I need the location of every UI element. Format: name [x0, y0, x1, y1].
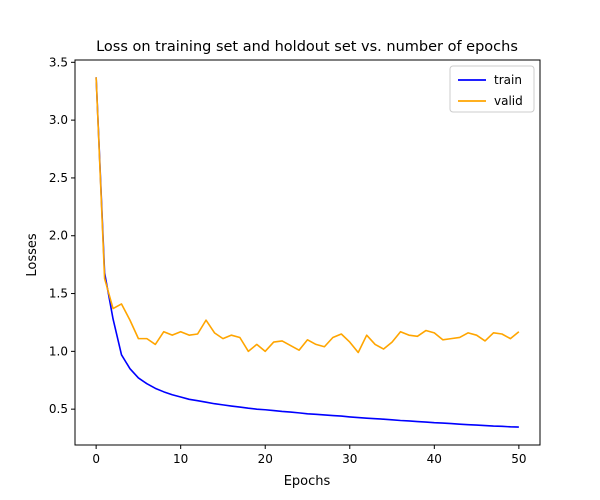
x-axis-label: Epochs — [284, 474, 331, 489]
y-tick-label: 1.5 — [49, 287, 68, 301]
y-axis: 0.5 1.0 1.5 2.0 2.5 3.0 3.5 — [49, 55, 75, 416]
x-axis: 0 10 20 30 40 50 — [92, 445, 527, 466]
y-axis-label: Losses — [25, 233, 40, 277]
legend-label-valid: valid — [494, 94, 523, 108]
series-line-valid — [95, 77, 520, 354]
series-line-train — [95, 77, 519, 428]
y-tick-label: 3.0 — [49, 113, 68, 127]
y-tick-label: 1.0 — [49, 344, 68, 358]
legend: train valid — [449, 65, 535, 113]
x-tick-label: 30 — [342, 452, 357, 466]
axes-frame — [74, 59, 541, 446]
y-tick-label: 3.5 — [49, 55, 68, 69]
x-tick-label: 40 — [427, 452, 442, 466]
x-tick-label: 10 — [173, 452, 188, 466]
x-tick-label: 50 — [511, 452, 526, 466]
y-tick-label: 2.0 — [49, 229, 68, 243]
y-tick-label: 2.5 — [49, 171, 68, 185]
x-tick-label: 20 — [258, 452, 273, 466]
chart-title: Loss on training set and holdout set vs.… — [96, 39, 518, 55]
legend-label-train: train — [494, 73, 522, 87]
plot-area — [74, 59, 541, 446]
y-tick-label: 0.5 — [49, 402, 68, 416]
x-tick-label: 0 — [92, 452, 100, 466]
